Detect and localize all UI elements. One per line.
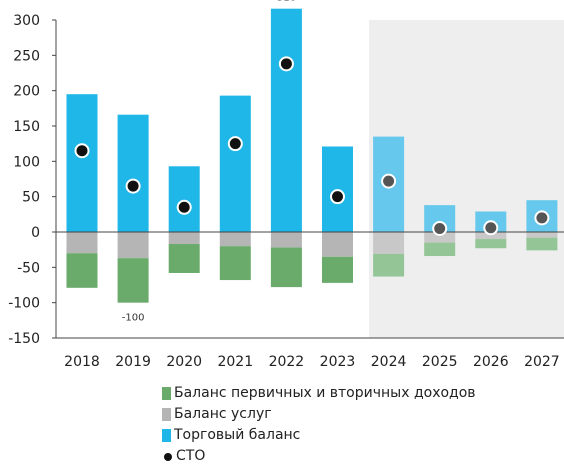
bar-services-2025 xyxy=(424,232,456,243)
y-tick-label: -50 xyxy=(17,260,40,276)
bar-trade-2022 xyxy=(270,8,302,233)
y-tick-label: 100 xyxy=(13,154,40,170)
legend-swatch-services xyxy=(162,408,171,421)
y-tick-label: 0 xyxy=(31,225,40,241)
bar-income-2027 xyxy=(526,237,558,251)
bar-services-2027 xyxy=(526,232,558,238)
cto-point-2018 xyxy=(74,143,90,159)
y-tick-label: -150 xyxy=(8,331,40,347)
y-tick-label: 200 xyxy=(13,84,40,100)
legend-swatch-income xyxy=(162,387,171,400)
bar-income-2022 xyxy=(270,247,302,288)
x-tick-label: 2025 xyxy=(422,354,458,370)
bar-trade-2020 xyxy=(168,166,200,232)
legend-label-services: Баланс услуг xyxy=(174,406,272,422)
data-label-2019: -100 xyxy=(122,313,145,324)
x-tick-label: 2021 xyxy=(217,354,253,370)
cto-point-2024 xyxy=(381,173,397,189)
cto-point-2023 xyxy=(330,189,345,205)
y-tick-label: -100 xyxy=(8,296,40,312)
bar-income-2019 xyxy=(117,258,149,303)
y-tick-label: 300 xyxy=(13,13,40,29)
bar-services-2020 xyxy=(168,232,200,245)
bar-income-2026 xyxy=(475,239,507,249)
y-tick-label: 150 xyxy=(13,119,40,135)
data-label-2022: 316 xyxy=(277,0,296,4)
x-tick-label: 2023 xyxy=(320,354,356,370)
chart-legend: Баланс первичных и вторичных доходов Бал… xyxy=(162,383,476,467)
legend-label-trade: Торговый баланс xyxy=(174,427,301,443)
legend-swatch-cto xyxy=(164,452,172,461)
x-tick-label: 2026 xyxy=(473,354,509,370)
bar-services-2019 xyxy=(117,232,149,259)
cto-point-2019 xyxy=(125,178,141,194)
cto-point-2020 xyxy=(176,199,192,215)
legend-item-services: Баланс услуг xyxy=(162,404,476,425)
bar-trade-2021 xyxy=(219,95,251,232)
bar-services-2021 xyxy=(219,232,251,247)
legend-item-income: Баланс первичных и вторичных доходов xyxy=(162,383,476,404)
y-tick-label: 250 xyxy=(13,48,40,64)
bar-services-2022 xyxy=(270,232,302,248)
bar-income-2021 xyxy=(219,246,251,281)
bar-services-2023 xyxy=(322,232,353,257)
bar-trade-2018 xyxy=(66,94,98,232)
cto-point-2021 xyxy=(227,136,243,152)
cto-point-2027 xyxy=(534,210,550,226)
bar-income-2018 xyxy=(66,253,98,288)
legend-label-income: Баланс первичных и вторичных доходов xyxy=(174,385,476,401)
cto-point-2025 xyxy=(432,220,448,236)
bar-income-2023 xyxy=(322,256,353,283)
legend-item-trade: Торговый баланс xyxy=(162,425,476,446)
bar-services-2024 xyxy=(373,232,405,254)
legend-item-cto: СТО xyxy=(162,446,476,467)
legend-swatch-trade xyxy=(162,429,171,442)
x-tick-label: 2018 xyxy=(64,354,100,370)
bar-income-2025 xyxy=(424,242,456,257)
bar-services-2026 xyxy=(475,232,507,240)
cto-point-2026 xyxy=(483,220,499,236)
x-tick-label: 2022 xyxy=(269,354,305,370)
x-tick-label: 2027 xyxy=(524,354,560,370)
bar-services-2018 xyxy=(66,232,98,254)
y-tick-label: 50 xyxy=(22,190,40,206)
cto-point-2022 xyxy=(278,56,294,72)
x-tick-label: 2019 xyxy=(115,354,151,370)
x-tick-label: 2020 xyxy=(166,354,202,370)
bar-trade-2019 xyxy=(117,114,149,232)
bar-income-2024 xyxy=(373,253,405,277)
legend-label-cto: СТО xyxy=(176,448,206,464)
x-tick-label: 2024 xyxy=(371,354,407,370)
bar-income-2020 xyxy=(168,244,200,273)
